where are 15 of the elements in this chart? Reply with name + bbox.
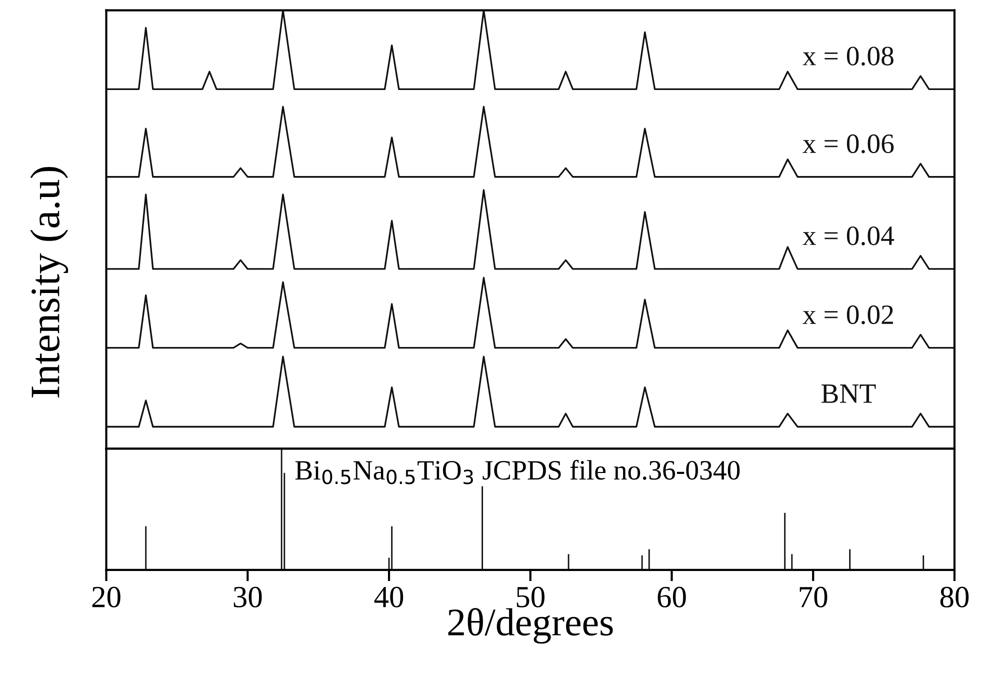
x-tick-label: 50 [516, 586, 544, 608]
annotation: Bi$_{0.5}$Na$_{0.5}$TiO$_{3}$ JCPDS file no.36-0340 [295, 460, 740, 484]
series-label: BNT [821, 384, 876, 403]
series-label: x = 0.02 [802, 305, 893, 324]
series-label: x = 0.06 [802, 134, 894, 154]
x-tick-label: 40 [374, 586, 404, 608]
x-tick-label: 70 [800, 586, 828, 608]
x-axis-title: 2θ/degrees [448, 608, 613, 644]
series-label: x = 0.08 [802, 46, 894, 66]
x-tick-label: 30 [234, 586, 262, 608]
series-label: x = 0.04 [802, 226, 894, 246]
x-tick-label: 20 [92, 586, 120, 608]
y-axis-title: Intensity (a.u) [30, 167, 68, 398]
x-tick-label: 60 [658, 586, 686, 608]
x-tick-label: 80 [940, 586, 969, 608]
